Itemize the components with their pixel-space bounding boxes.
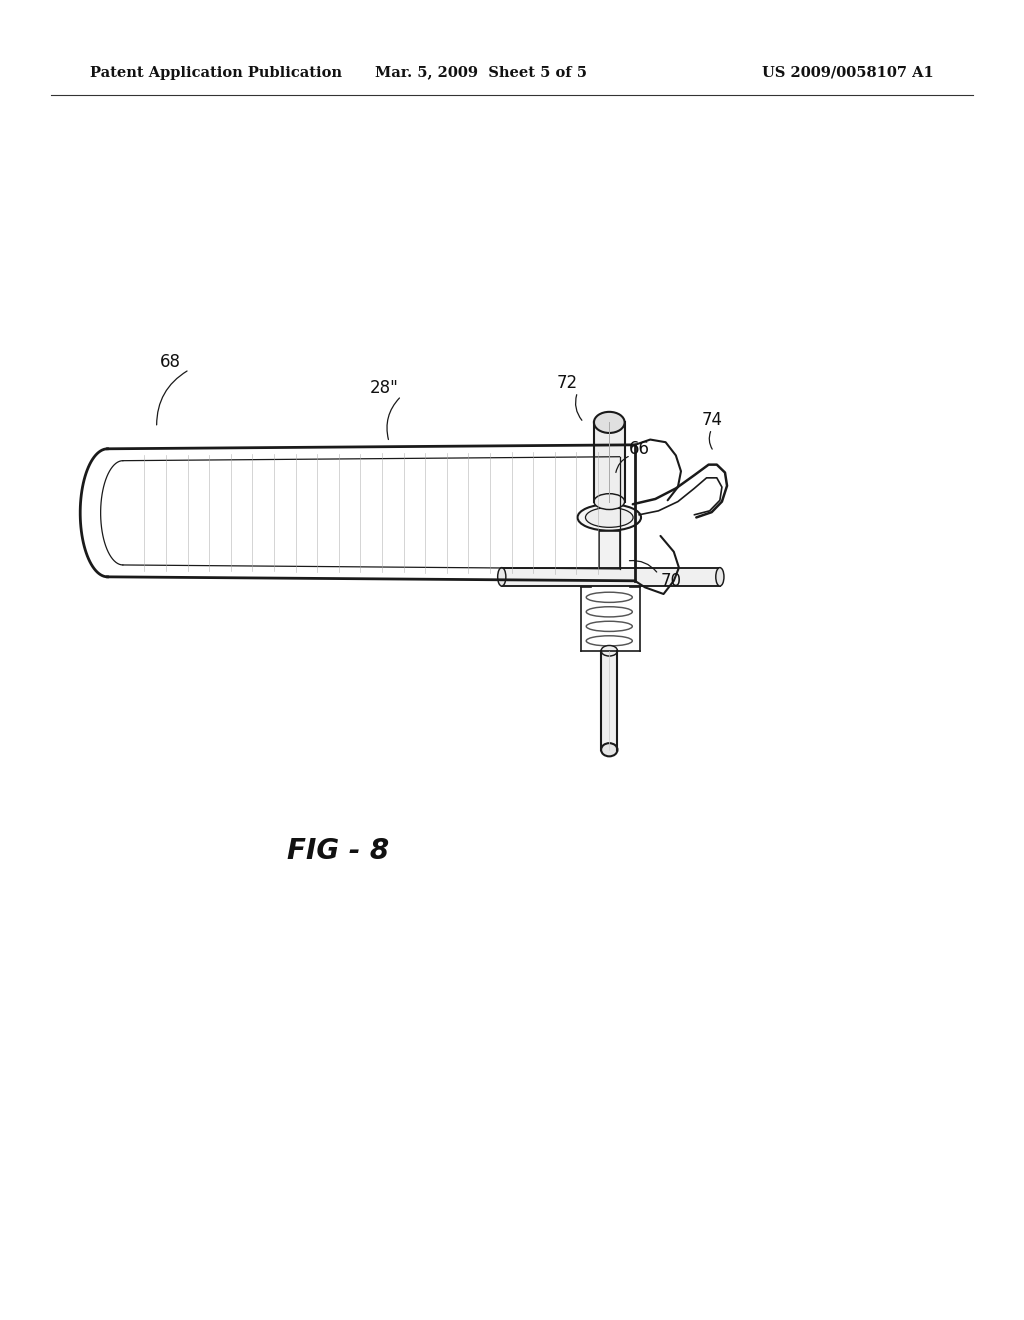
Ellipse shape [498,568,506,586]
Text: Patent Application Publication: Patent Application Publication [90,66,342,79]
Ellipse shape [601,645,617,656]
Ellipse shape [586,508,633,528]
Ellipse shape [578,504,641,531]
Text: 70: 70 [660,572,681,590]
Text: 68: 68 [160,352,180,371]
Text: 74: 74 [701,411,722,429]
Bar [594,422,625,502]
Ellipse shape [594,412,625,433]
Bar [502,568,720,586]
Text: Mar. 5, 2009  Sheet 5 of 5: Mar. 5, 2009 Sheet 5 of 5 [375,66,588,79]
Bar [601,651,617,750]
Ellipse shape [601,743,617,756]
Ellipse shape [716,568,724,586]
Text: 28": 28" [370,379,398,397]
Text: US 2009/0058107 A1: US 2009/0058107 A1 [762,66,934,79]
Text: 66: 66 [629,440,649,458]
Ellipse shape [594,494,625,510]
Text: FIG - 8: FIG - 8 [287,837,389,866]
Bar [599,531,620,570]
Text: 72: 72 [557,374,578,392]
